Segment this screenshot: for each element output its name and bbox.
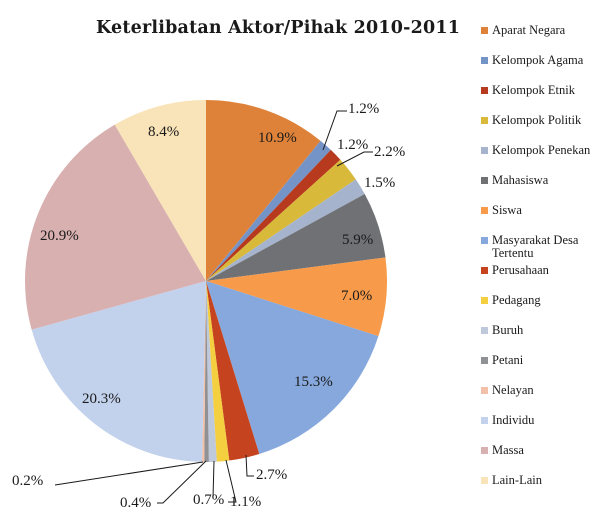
legend-swatch-icon <box>481 147 488 154</box>
leader-line-perusahaan <box>245 454 254 477</box>
legend-swatch-icon <box>481 417 488 424</box>
chart-title: Keterlibatan Aktor/Pihak 2010-2011 <box>96 18 461 38</box>
legend-swatch-icon <box>481 207 488 214</box>
slice-petani <box>204 281 209 462</box>
leader-line-kelompok-politik <box>336 151 373 167</box>
legend-label: Aparat Negara <box>492 23 566 37</box>
slice-label-petani: 0.4% <box>120 495 151 511</box>
slice-massa <box>25 124 206 330</box>
slice-nelayan <box>202 281 206 462</box>
legend-label: Siswa <box>492 203 522 217</box>
legend-item-aparat-negara: Aparat Negara <box>481 24 610 37</box>
slice-label-mahasiswa: 5.9% <box>342 232 373 248</box>
slice-pedagang <box>206 281 230 462</box>
leader-line-buruh <box>212 460 215 499</box>
legend-item-massa: Massa <box>481 444 610 457</box>
legend-item-masyarakat-desa-tertentu: Masyarakat Desa Tertentu <box>481 234 610 260</box>
slice-label-kelompok-penekan: 1.5% <box>364 175 395 191</box>
legend-swatch-icon <box>481 327 488 334</box>
legend-item-individu: Individu <box>481 414 610 427</box>
slice-label-aparat-negara: 10.9% <box>258 130 297 146</box>
slice-masyarakat-desa-tertentu <box>206 281 379 454</box>
legend-label: Kelompok Penekan <box>492 143 591 157</box>
slice-kelompok-penekan <box>206 179 365 281</box>
slice-siswa <box>206 257 387 337</box>
slice-label-individu: 20.3% <box>82 391 121 407</box>
slice-label-kelompok-etnik: 1.2% <box>337 137 368 153</box>
slice-labels: 10.9% 1.2% 1.2% 2.2% 1.5% 5.9% 7.0% 15.3% 2.7% 1.… <box>12 101 405 511</box>
legend-swatch-icon <box>481 177 488 184</box>
slice-label-kelompok-politik: 2.2% <box>374 144 405 160</box>
legend-swatch-icon <box>481 297 488 304</box>
legend-swatch-icon <box>481 477 488 484</box>
slice-label-siswa: 7.0% <box>341 288 372 304</box>
legend-swatch-icon <box>481 57 488 64</box>
legend-item-nelayan: Nelayan <box>481 384 610 397</box>
slice-label-masyarakat-desa-tertentu: 15.3% <box>294 374 333 390</box>
legend-item-mahasiswa: Mahasiswa <box>481 174 610 187</box>
slice-mahasiswa <box>206 193 386 281</box>
slice-label-massa: 20.9% <box>40 228 79 244</box>
legend-label: Perusahaan <box>492 263 549 277</box>
legend-label: Mahasiswa <box>492 173 549 187</box>
legend-item-kelompok-etnik: Kelompok Etnik <box>481 84 610 97</box>
legend-label: Pedagang <box>492 293 541 307</box>
legend-label: Lain-Lain <box>492 473 542 487</box>
slice-label-pedagang: 1.1% <box>230 494 261 510</box>
legend-item-petani: Petani <box>481 354 610 367</box>
legend-swatch-icon <box>481 87 488 94</box>
legend-swatch-icon <box>481 267 488 274</box>
leader-lines <box>54 110 373 504</box>
legend-item-siswa: Siswa <box>481 204 610 217</box>
slice-buruh <box>206 281 217 462</box>
slice-label-nelayan: 0.2% <box>12 473 43 489</box>
legend-label: Buruh <box>492 323 524 337</box>
legend-item-kelompok-penekan: Kelompok Penekan <box>481 144 610 157</box>
legend-item-kelompok-politik: Kelompok Politik <box>481 114 610 127</box>
legend-swatch-icon <box>481 447 488 454</box>
legend-label: Kelompok Etnik <box>492 83 575 97</box>
leader-line-pedagang <box>225 459 237 503</box>
legend-item-buruh: Buruh <box>481 324 610 337</box>
legend-swatch-icon <box>481 117 488 124</box>
legend-swatch-icon <box>481 387 488 394</box>
legend-swatch-icon <box>481 237 488 244</box>
legend-label: Individu <box>492 413 535 427</box>
leader-line-nelayan <box>54 461 204 486</box>
slice-aparat-negara <box>206 100 321 281</box>
legend-label: Petani <box>492 353 524 367</box>
slice-kelompok-agama <box>206 140 331 281</box>
legend-label: Kelompok Agama <box>492 53 584 67</box>
slice-label-perusahaan: 2.7% <box>256 467 287 483</box>
slice-kelompok-etnik <box>206 149 341 281</box>
slice-kelompok-politik <box>206 159 356 281</box>
slice-label-kelompok-agama: 1.2% <box>348 101 379 117</box>
leader-line-kelompok-agama <box>322 110 347 151</box>
legend-label: Nelayan <box>492 383 534 397</box>
legend-swatch-icon <box>481 27 488 34</box>
legend-item-kelompok-agama: Kelompok Agama <box>481 54 610 67</box>
pie-slices <box>25 100 387 462</box>
legend-label: Kelompok Politik <box>492 113 582 127</box>
leader-line-petani <box>157 460 207 504</box>
legend-item-perusahaan: Perusahaan <box>481 264 610 277</box>
legend-swatch-icon <box>481 357 488 364</box>
legend-item-lain-lain: Lain-Lain <box>481 474 610 487</box>
slice-label-lain-lain: 8.4% <box>148 124 179 140</box>
slice-perusahaan <box>206 281 260 461</box>
legend-label: Masyarakat Desa Tertentu <box>492 233 579 260</box>
slice-individu <box>31 281 206 462</box>
slice-label-buruh: 0.7% <box>193 492 224 508</box>
legend-item-pedagang: Pedagang <box>481 294 610 307</box>
slice-lain-lain <box>114 100 206 281</box>
legend-label: Massa <box>492 443 524 457</box>
